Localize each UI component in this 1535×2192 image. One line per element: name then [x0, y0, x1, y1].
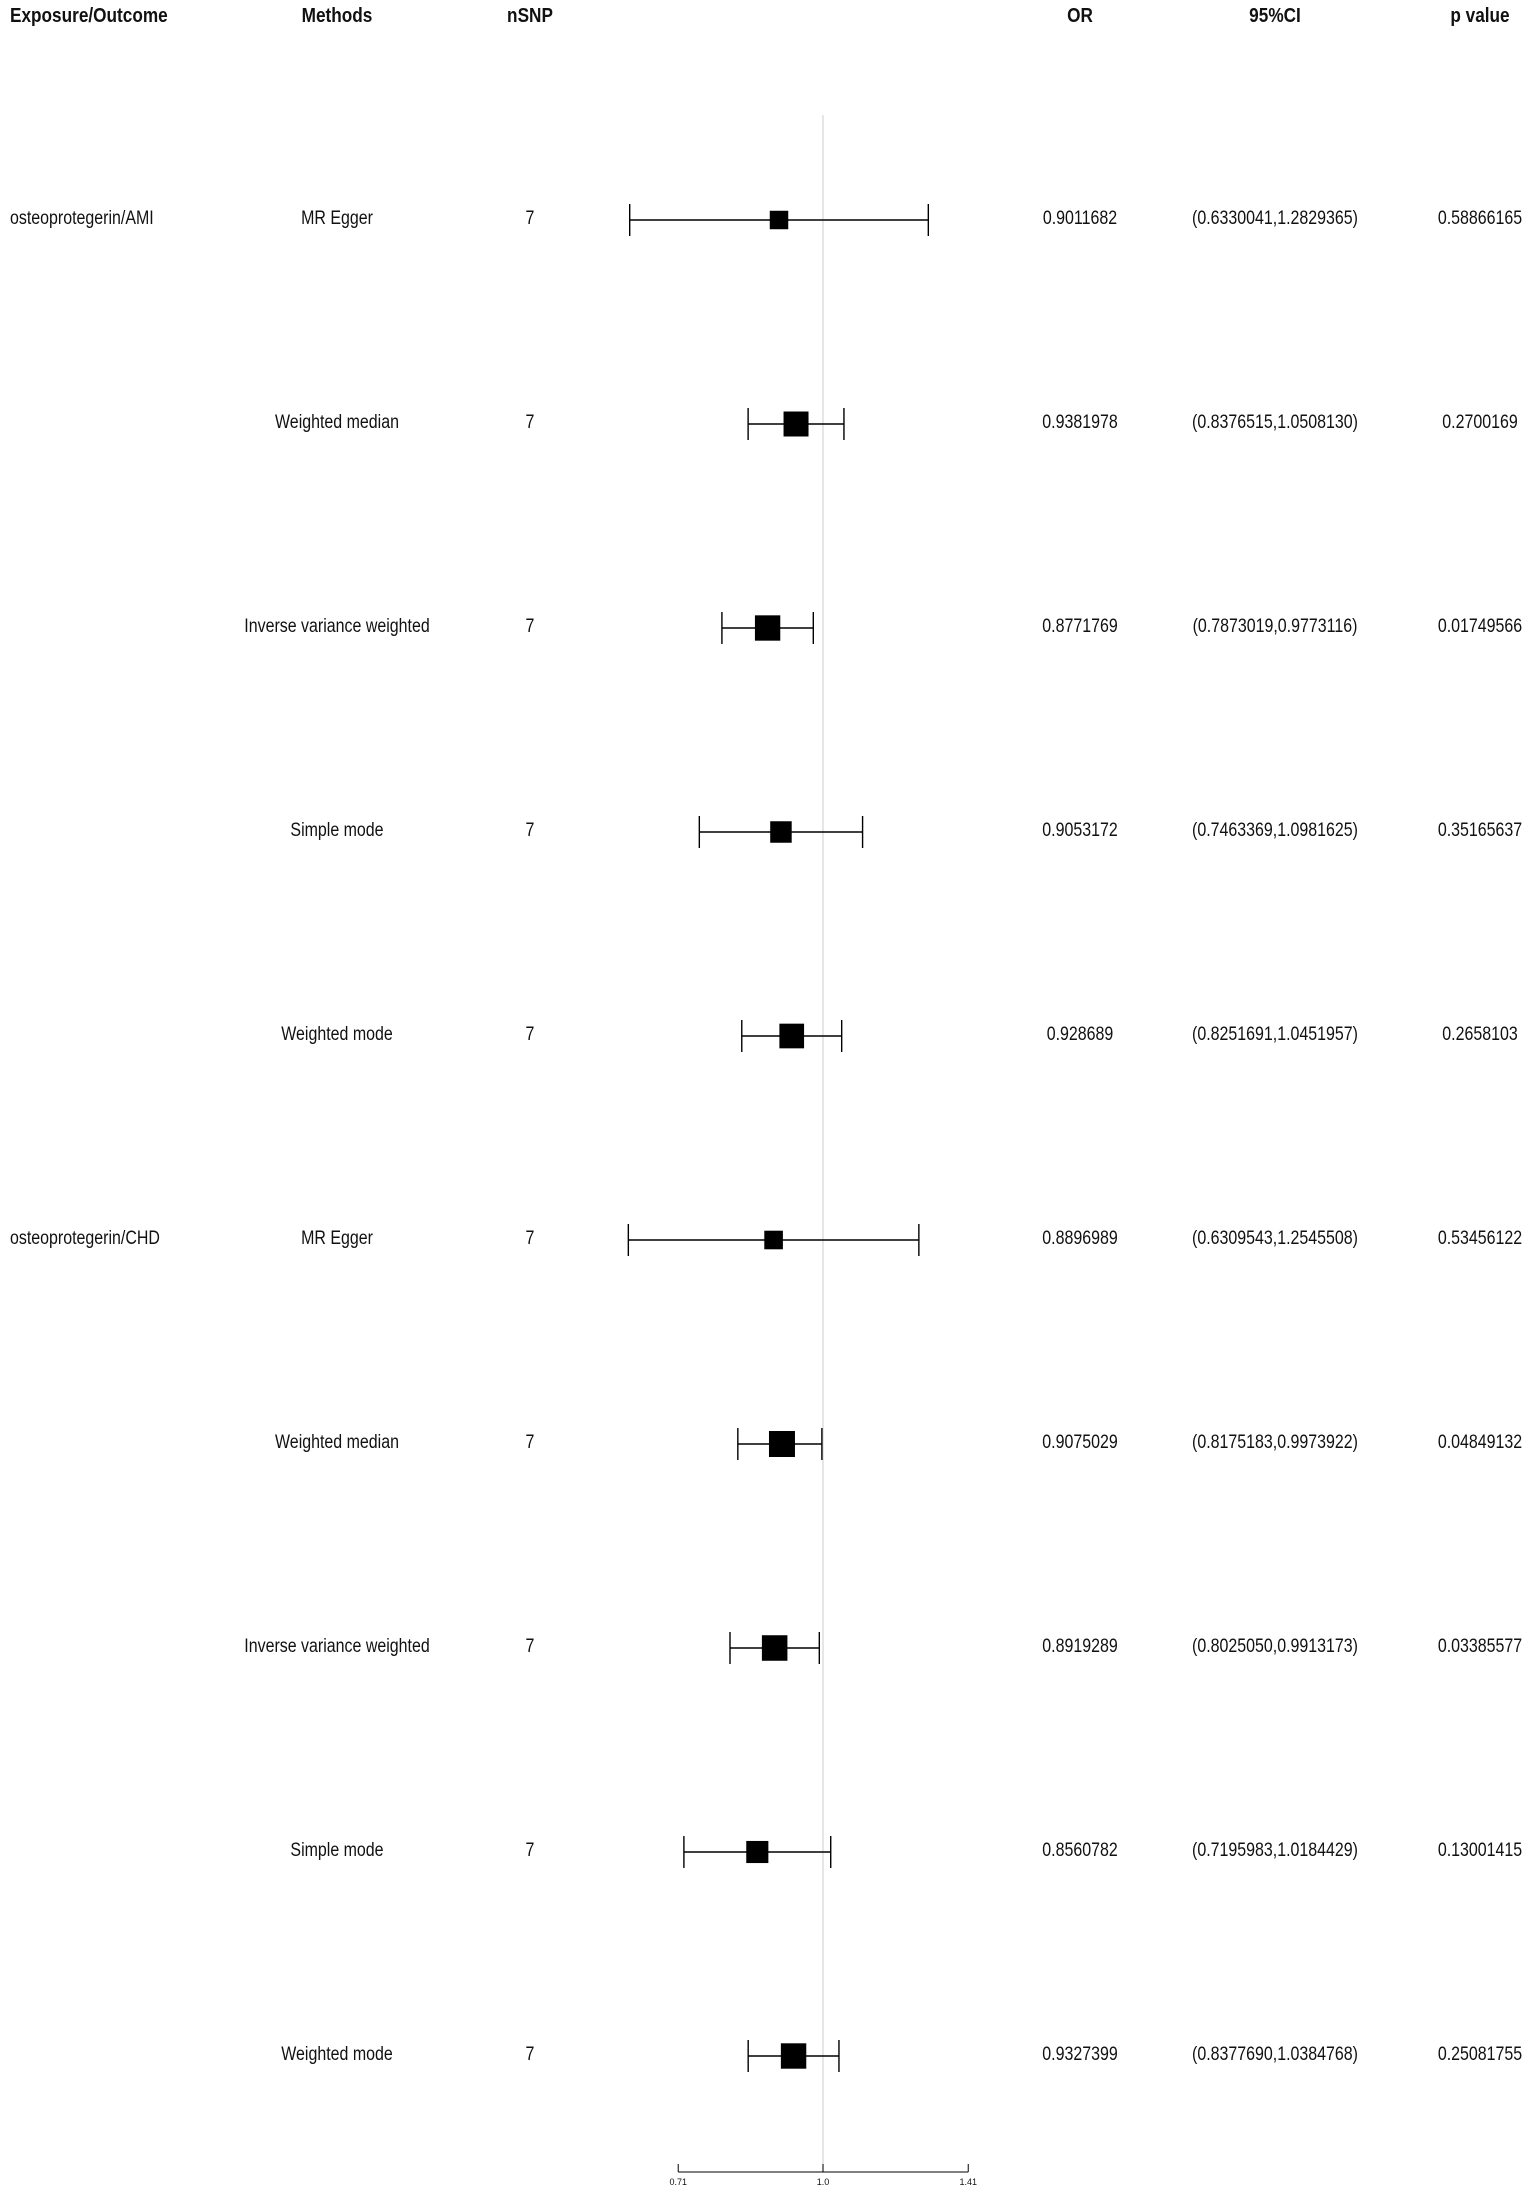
header-95ci: 95%CI — [1249, 5, 1301, 27]
nsnp-value: 7 — [525, 616, 535, 637]
or-value: 0.8896989 — [1042, 1228, 1118, 1249]
or-value: 0.8560782 — [1042, 1840, 1118, 1861]
p-value: 0.04849132 — [1437, 1432, 1523, 1453]
or-value: 0.8771769 — [1042, 616, 1118, 637]
p-value: 0.2700169 — [1442, 412, 1518, 433]
point-estimate — [746, 1840, 769, 1864]
nsnp-value: 7 — [525, 2044, 535, 2065]
or-value: 0.9075029 — [1042, 1432, 1118, 1453]
point-estimate — [769, 210, 789, 230]
or-value: 0.928689 — [1046, 1024, 1114, 1045]
header-or: OR — [1067, 5, 1093, 27]
nsnp-value: 7 — [525, 1840, 535, 1861]
p-value: 0.35165637 — [1437, 820, 1523, 841]
nsnp-value: 7 — [525, 1228, 535, 1249]
method-label: Weighted median — [275, 1432, 399, 1453]
p-value: 0.25081755 — [1437, 2044, 1523, 2065]
ci-value: (0.6330041,1.2829365) — [1192, 208, 1358, 229]
method-label: MR Egger — [301, 208, 373, 229]
nsnp-value: 7 — [525, 1024, 535, 1045]
ci-value: (0.6309543,1.2545508) — [1192, 1228, 1358, 1249]
ci-value: (0.8175183,0.9973922) — [1192, 1432, 1358, 1453]
method-label: Simple mode — [290, 820, 384, 841]
method-label: Weighted mode — [281, 2044, 393, 2065]
x-tick-label: 1.41 — [959, 2177, 977, 2187]
exposure-label: osteoprotegerin/CHD — [10, 1228, 160, 1249]
point-estimate — [780, 2043, 807, 2069]
method-label: Inverse variance weighted — [244, 1636, 430, 1657]
point-estimate — [783, 411, 809, 437]
point-estimate — [754, 615, 781, 641]
point-estimate — [764, 1230, 783, 1250]
method-label: Inverse variance weighted — [244, 616, 430, 637]
nsnp-value: 7 — [525, 1636, 535, 1657]
or-value: 0.9053172 — [1042, 820, 1118, 841]
point-estimate — [770, 821, 792, 843]
nsnp-value: 7 — [525, 208, 535, 229]
point-estimate — [779, 1023, 805, 1049]
method-label: Weighted mode — [281, 1024, 393, 1045]
point-estimate — [768, 1431, 795, 1457]
header-methods: Methods — [301, 5, 373, 27]
point-estimate — [761, 1635, 788, 1661]
ci-value: (0.7463369,1.0981625) — [1192, 820, 1358, 841]
header-nsnp: nSNP — [507, 5, 553, 27]
ci-value: (0.8376515,1.0508130) — [1192, 412, 1358, 433]
nsnp-value: 7 — [525, 1432, 535, 1453]
or-value: 0.8919289 — [1042, 1636, 1118, 1657]
p-value: 0.2658103 — [1442, 1024, 1518, 1045]
p-value: 0.53456122 — [1437, 1228, 1523, 1249]
x-tick-label: 0.71 — [669, 2177, 687, 2187]
p-value: 0.13001415 — [1437, 1840, 1523, 1861]
ci-value: (0.8377690,1.0384768) — [1192, 2044, 1358, 2065]
x-tick-label: 1.0 — [817, 2177, 830, 2187]
nsnp-value: 7 — [525, 412, 535, 433]
ci-value: (0.8251691,1.0451957) — [1192, 1024, 1358, 1045]
header-exposure-outcome: Exposure/Outcome — [10, 5, 168, 27]
p-value: 0.58866165 — [1437, 208, 1523, 229]
header-p-value: p value — [1450, 5, 1510, 27]
or-value: 0.9381978 — [1042, 412, 1118, 433]
p-value: 0.01749566 — [1437, 616, 1523, 637]
method-label: MR Egger — [301, 1228, 373, 1249]
or-value: 0.9327399 — [1042, 2044, 1118, 2065]
ci-value: (0.8025050,0.9913173) — [1192, 1636, 1358, 1657]
nsnp-value: 7 — [525, 820, 535, 841]
p-value: 0.03385577 — [1437, 1636, 1523, 1657]
method-label: Simple mode — [290, 1840, 384, 1861]
method-label: Weighted median — [275, 412, 399, 433]
exposure-label: osteoprotegerin/AMI — [10, 208, 154, 229]
or-value: 0.9011682 — [1042, 208, 1118, 229]
ci-value: (0.7195983,1.0184429) — [1192, 1840, 1358, 1861]
ci-value: (0.7873019,0.9773116) — [1192, 616, 1358, 637]
